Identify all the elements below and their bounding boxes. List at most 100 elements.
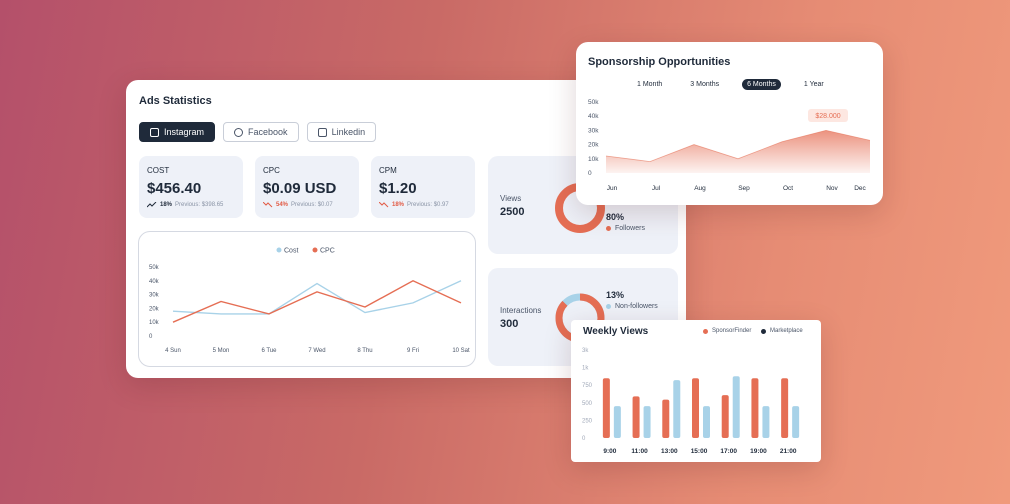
tab-linkedin[interactable]: Linkedin [306,122,377,142]
trend-up-icon [147,202,157,208]
period-selector: 1 Month 3 Months 6 Months 1 Year [632,79,829,90]
sponsorfinder-dot [703,328,708,334]
bar-sponsorfinder [692,378,699,438]
interactions-label: Interactions [500,306,542,315]
period-1-month[interactable]: 1 Month [637,81,663,88]
area-chart-svg: 50k 40k 30k 20k 10k 0 Jun Jul Aug Sep Oct Nov Dec $28… [588,99,871,192]
bar-sponsorfinder [721,395,729,438]
facebook-icon [234,127,244,137]
x-tick-label: Nov [826,185,838,192]
bar-marketplace [762,406,770,438]
bar-sponsorfinder [781,378,789,438]
cost-stat-card: COST $456.40 18% Previous: $398.65 [139,156,243,218]
y-tick-label: 50k [149,265,160,271]
views-value: 2500 [500,206,525,218]
cpc-stat-card: CPC $0.09 USD 54% Previous: $0.07 [255,156,359,218]
bar-marketplace [643,406,651,438]
y-tick-label: 20k [588,142,599,149]
x-tick-label: 5 Mon [213,348,230,354]
legend-marketplace: Marketplace [761,328,803,334]
views-pct: 80% [606,212,625,222]
interactions-value: 300 [500,318,519,330]
sponsorship-title: Sponsorship Opportunities [588,56,731,68]
period-6-months[interactable]: 6 Months [742,79,781,90]
y-tick-label: 1k [582,366,589,372]
platform-tabs: Instagram Facebook Linkedin [139,122,377,142]
x-tick-label: Oct [783,185,793,192]
x-tick-label: 19:00 [750,448,767,455]
legend-dot-cpc [312,247,318,253]
bar-sponsorfinder [602,378,610,438]
sponsorship-card: Sponsorship Opportunities 1 Month 3 Mont… [576,42,883,205]
y-tick-label: 3k [582,348,589,354]
y-tick-label: 20k [149,306,160,312]
series-line-cost [172,280,462,315]
trend-down-icon [263,202,273,208]
interactions-legend: Non-followers [606,303,658,310]
y-tick-label: 0 [582,436,586,442]
area-fill [606,130,870,173]
cost-previous: Previous: $398.65 [175,202,224,208]
cpc-pct: 54% [276,202,289,208]
tab-linkedin-label: Linkedin [331,127,366,137]
tab-facebook-label: Facebook [248,127,288,137]
y-tick-label: 30k [149,293,160,299]
bar-marketplace [792,406,800,438]
interactions-legend-text: Non-followers [615,303,658,310]
bar-sponsorfinder [662,399,670,438]
y-tick-label: 0 [149,334,153,340]
tab-instagram[interactable]: Instagram [139,122,216,142]
y-tick-label: 10k [149,320,160,326]
series-line-cpc [172,280,462,323]
cost-value: $456.40 [147,180,202,197]
cpc-previous: Previous: $0.07 [291,202,333,208]
x-tick-label: 21:00 [780,448,797,455]
non-followers-dot [606,303,611,309]
interactions-pct: 13% [606,290,625,300]
cost-change: 18% Previous: $398.65 [147,202,223,208]
views-legend: Followers [606,225,645,232]
x-tick-label: 4 Sun [165,348,181,354]
cpm-previous: Previous: $0.97 [407,202,449,208]
cpc-change: 54% Previous: $0.07 [263,202,333,208]
x-tick-label: 11:00 [631,448,648,455]
cpm-pct: 18% [392,202,405,208]
x-tick-label: 17:00 [720,448,737,455]
views-legend-text: Followers [615,225,645,232]
cpm-change: 18% Previous: $0.97 [379,202,449,208]
x-tick-label: Sep [738,185,750,192]
cost-label: COST [147,166,170,175]
cost-pct: 18% [160,202,173,208]
x-tick-label: 10 Sat [452,348,470,354]
cpc-value: $0.09 USD [263,180,337,197]
y-tick-label: 750 [582,383,593,389]
x-tick-label: 9:00 [603,448,616,455]
cost-cpc-line-chart: 50k 40k 30k 20k 10k 0 4 Sun 5 Mon 6 Tue 7 Wed 8 Th… [138,231,476,367]
cpm-value: $1.20 [379,180,417,197]
weekly-views-title: Weekly Views [583,326,649,337]
bar-marketplace [732,376,740,438]
marketplace-dot [761,328,766,334]
bar-chart-svg: 3k 1k 750 500 250 0 9:00 11:00 13:00 15:00 17:00 19… [582,348,800,455]
period-1-year[interactable]: 1 Year [803,81,824,88]
y-tick-label: 40k [588,113,599,120]
x-tick-label: 15:00 [691,448,708,455]
tab-facebook[interactable]: Facebook [223,122,299,142]
weekly-views-card: Weekly Views SponsorFinder Marketplace 3… [571,320,821,462]
annotation-label: $28.000 [815,113,840,120]
period-3-months[interactable]: 3 Months [690,81,720,88]
followers-dot [606,225,611,231]
x-tick-label: 9 Fri [407,348,419,354]
area-line [605,129,871,163]
x-tick-label: Jul [652,185,661,192]
line-chart-svg: 50k 40k 30k 20k 10k 0 4 Sun 5 Mon 6 Tue 7 Wed 8 Th… [149,247,470,354]
x-tick-label: Aug [694,185,706,192]
y-tick-label: 10k [588,156,599,163]
legend-marketplace-label: Marketplace [770,328,803,334]
y-tick-label: 30k [588,127,599,134]
x-tick-label: 6 Tue [261,348,277,354]
instagram-icon [150,127,159,137]
bar-marketplace [613,406,621,438]
bar-marketplace [703,406,710,438]
cpm-label: CPM [379,166,397,175]
